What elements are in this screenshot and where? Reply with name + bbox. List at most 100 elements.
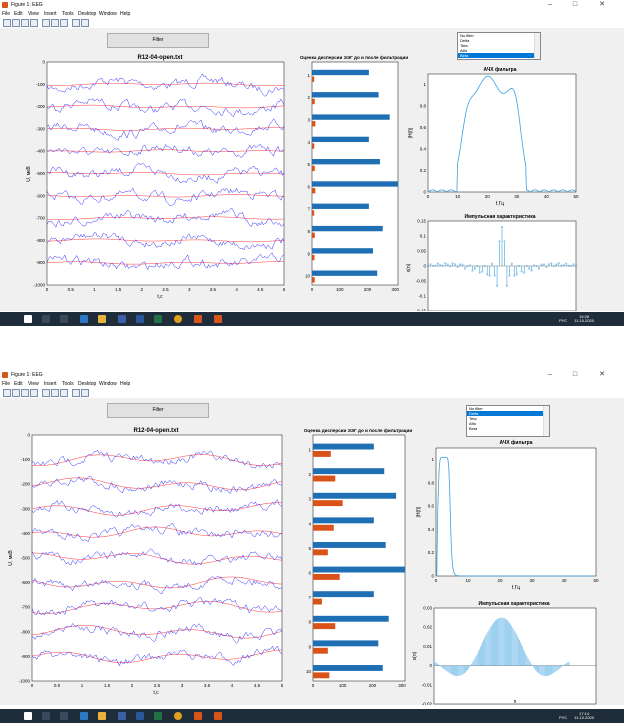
impulse-marker <box>575 265 578 268</box>
language-indicator[interactable]: РУС <box>559 715 568 720</box>
chrome-icon[interactable] <box>174 315 182 323</box>
impulse-marker <box>535 265 538 268</box>
eeg-ytick-label: -200 <box>21 482 31 487</box>
menu-view[interactable]: View <box>28 11 39 17</box>
listbox-item[interactable]: No filter <box>460 33 474 38</box>
menu-insert[interactable]: Insert <box>44 11 57 17</box>
listbox-item[interactable]: Delta <box>467 411 549 416</box>
hide-plot-tools-icon[interactable] <box>72 389 80 397</box>
menu-edit[interactable]: Edit <box>14 11 23 17</box>
new-figure-icon[interactable] <box>3 389 11 397</box>
word-icon[interactable] <box>136 315 144 323</box>
menu-help[interactable]: Help <box>120 11 131 17</box>
insert-legend-icon[interactable] <box>60 19 68 27</box>
save-icon[interactable] <box>21 389 29 397</box>
open-file-icon[interactable] <box>12 19 20 27</box>
file-explorer-icon[interactable] <box>98 712 106 720</box>
filter-listbox[interactable]: No filter Delta Teta Alfa Beta <box>457 32 541 60</box>
save-icon[interactable] <box>21 19 29 27</box>
listbox-item[interactable]: No filter <box>469 406 483 411</box>
listbox-item[interactable]: Alfa <box>460 48 467 53</box>
menu-view[interactable]: View <box>28 381 39 387</box>
listbox-item[interactable]: Teta <box>460 43 468 48</box>
filter-listbox[interactable]: No filter Delta Teta Alfa Beta <box>466 405 550 437</box>
eeg-title: R12-04-open.txt <box>137 55 182 61</box>
print-icon[interactable] <box>30 389 38 397</box>
insert-colorbar-icon[interactable] <box>51 19 59 27</box>
listbox-scrollbar[interactable] <box>534 33 540 59</box>
mail-app-icon[interactable] <box>80 315 88 323</box>
powershell-icon[interactable] <box>118 712 126 720</box>
bar-after <box>313 672 330 679</box>
close-button[interactable]: ✕ <box>599 371 605 378</box>
start-icon[interactable] <box>24 315 32 323</box>
menu-file[interactable]: File <box>2 11 11 17</box>
new-figure-icon[interactable] <box>3 19 11 27</box>
listbox-item[interactable]: Teta <box>469 416 477 421</box>
menu-tools[interactable]: Tools <box>62 381 74 387</box>
afc-title: АЧХ фильтра <box>483 66 516 73</box>
matlab-figure-task-icon[interactable] <box>214 712 222 720</box>
menu-help[interactable]: Help <box>120 381 131 387</box>
link-plot-icon[interactable] <box>42 19 50 27</box>
file-explorer-icon[interactable] <box>98 315 106 323</box>
dispersion-category-label: 3 <box>307 118 310 123</box>
bar-after <box>312 121 316 127</box>
menu-desktop[interactable]: Desktop <box>78 11 97 17</box>
link-plot-icon[interactable] <box>42 389 50 397</box>
menu-tools[interactable]: Tools <box>62 11 74 17</box>
afc-curve <box>436 456 596 577</box>
close-button[interactable]: ✕ <box>599 1 605 8</box>
listbox-item[interactable]: Delta <box>460 38 470 43</box>
menu-edit[interactable]: Edit <box>14 381 23 387</box>
insert-legend-icon[interactable] <box>60 389 68 397</box>
mail-app-icon[interactable] <box>80 712 88 720</box>
clock-time[interactable]: 17:14 <box>579 711 590 716</box>
filter-button[interactable]: Filter <box>107 403 209 418</box>
print-icon[interactable] <box>30 19 38 27</box>
minimize-button[interactable]: – <box>548 371 552 378</box>
minimize-button[interactable]: – <box>548 1 552 8</box>
clock-date[interactable]: 11.10.2020 <box>574 318 594 323</box>
menu-desktop[interactable]: Desktop <box>78 381 97 387</box>
filtered-trace <box>31 552 283 565</box>
maximize-button[interactable]: □ <box>572 371 578 378</box>
matlab-icon[interactable] <box>194 315 202 323</box>
start-icon[interactable] <box>24 712 32 720</box>
matlab-icon[interactable] <box>194 712 202 720</box>
bar-after <box>313 450 331 457</box>
word-icon[interactable] <box>136 712 144 720</box>
listbox-item[interactable]: Beta <box>458 53 540 58</box>
task-view-icon[interactable] <box>60 315 68 323</box>
afc-ytick-label: 0.4 <box>420 147 427 152</box>
maximize-button[interactable]: □ <box>572 1 578 8</box>
excel-icon[interactable] <box>154 315 162 323</box>
powershell-icon[interactable] <box>118 315 126 323</box>
hide-plot-tools-icon[interactable] <box>72 19 80 27</box>
matlab-figure-task-icon[interactable] <box>214 315 222 323</box>
chrome-icon[interactable] <box>174 712 182 720</box>
excel-icon[interactable] <box>154 712 162 720</box>
listbox-item[interactable]: Alfa <box>469 421 476 426</box>
task-view-icon[interactable] <box>60 712 68 720</box>
search-icon[interactable] <box>42 315 50 323</box>
menu-window[interactable]: Window <box>99 381 117 387</box>
listbox-item[interactable]: Beta <box>469 426 478 431</box>
eeg-ytick-label: -600 <box>21 580 31 585</box>
search-icon[interactable] <box>42 712 50 720</box>
window-titlebar: Figure 1: EEG – □ ✕ <box>0 370 624 380</box>
clock-time[interactable]: 16:28 <box>579 314 590 319</box>
insert-colorbar-icon[interactable] <box>51 389 59 397</box>
listbox-scrollbar[interactable] <box>543 406 549 436</box>
menu-insert[interactable]: Insert <box>44 381 57 387</box>
impulse-marker <box>478 271 481 274</box>
menu-file[interactable]: File <box>2 381 11 387</box>
show-plot-tools-icon[interactable] <box>81 19 89 27</box>
menu-window[interactable]: Window <box>99 11 117 17</box>
language-indicator[interactable]: РУС <box>559 318 568 323</box>
impulse-marker <box>436 262 439 265</box>
open-file-icon[interactable] <box>12 389 20 397</box>
show-plot-tools-icon[interactable] <box>81 389 89 397</box>
filter-button[interactable]: Filter <box>107 33 209 48</box>
clock-date[interactable]: 11.10.2020 <box>574 715 594 720</box>
